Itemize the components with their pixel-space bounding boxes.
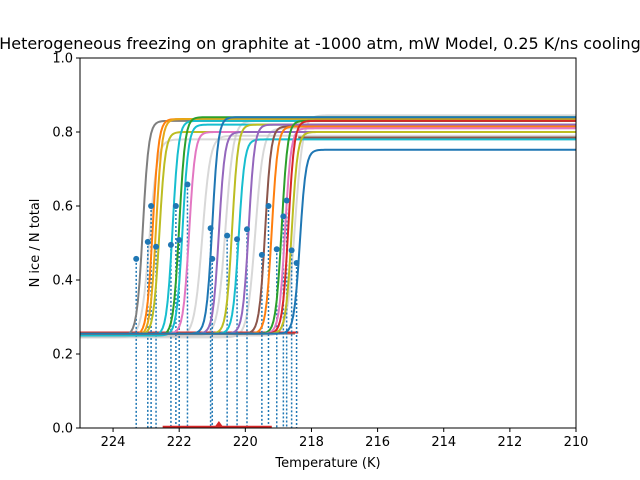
freezing-point-marker bbox=[153, 243, 160, 250]
freezing-point-marker bbox=[148, 203, 155, 209]
y-tick-label: 0.2 bbox=[52, 348, 73, 363]
freezing-point-marker bbox=[176, 237, 183, 244]
freezing-point-marker bbox=[288, 247, 295, 254]
freezing-point-marker bbox=[265, 203, 272, 209]
x-tick-label: 214 bbox=[431, 435, 456, 450]
freezing-point-marker bbox=[258, 251, 265, 258]
freezing-point-marker bbox=[172, 203, 179, 209]
freezing-point-marker bbox=[133, 255, 140, 262]
plot-area bbox=[80, 114, 576, 429]
freezing-point-marker bbox=[184, 181, 191, 188]
mean-freezing-marker bbox=[213, 421, 224, 428]
freezing-point-marker bbox=[234, 236, 241, 243]
freezing-point-marker bbox=[209, 255, 216, 262]
series-line bbox=[80, 118, 576, 337]
freezing-point-marker bbox=[144, 238, 151, 245]
freezing-point-marker bbox=[293, 259, 300, 266]
y-tick-label: 0.6 bbox=[52, 200, 73, 215]
freezing-point-marker bbox=[167, 241, 174, 248]
freezing-point-marker bbox=[243, 226, 250, 233]
series-line bbox=[80, 148, 576, 335]
x-tick-label: 224 bbox=[101, 435, 126, 450]
y-tick-label: 0.8 bbox=[52, 126, 73, 141]
freezing-point-marker bbox=[280, 213, 287, 220]
x-axis-label: Temperature (K) bbox=[274, 456, 380, 471]
x-tick-label: 216 bbox=[365, 435, 390, 450]
axis-ticks: 224 222 220 218 216 214 212 210 0.0 0.2 0.4 0.6 0.8 1… bbox=[52, 52, 588, 451]
series-group bbox=[80, 114, 576, 428]
y-axis-label: N ice / N total bbox=[28, 199, 43, 288]
x-tick-label: 218 bbox=[299, 435, 324, 450]
y-tick-label: 0.4 bbox=[52, 274, 73, 289]
chart-title: Heterogeneous freezing on graphite at -1… bbox=[0, 34, 640, 53]
freezing-point-marker bbox=[224, 232, 231, 239]
freezing-point-marker bbox=[207, 225, 214, 232]
freezing-point-marker bbox=[273, 246, 280, 253]
plot-frame bbox=[79, 57, 577, 429]
x-tick-label: 212 bbox=[497, 435, 522, 450]
x-tick-label: 210 bbox=[564, 435, 589, 450]
x-tick-label: 220 bbox=[233, 435, 258, 450]
y-tick-label: 1.0 bbox=[52, 52, 73, 67]
x-tick-label: 222 bbox=[167, 435, 192, 450]
y-tick-label: 0.0 bbox=[52, 422, 73, 437]
freezing-point-marker bbox=[283, 197, 290, 204]
